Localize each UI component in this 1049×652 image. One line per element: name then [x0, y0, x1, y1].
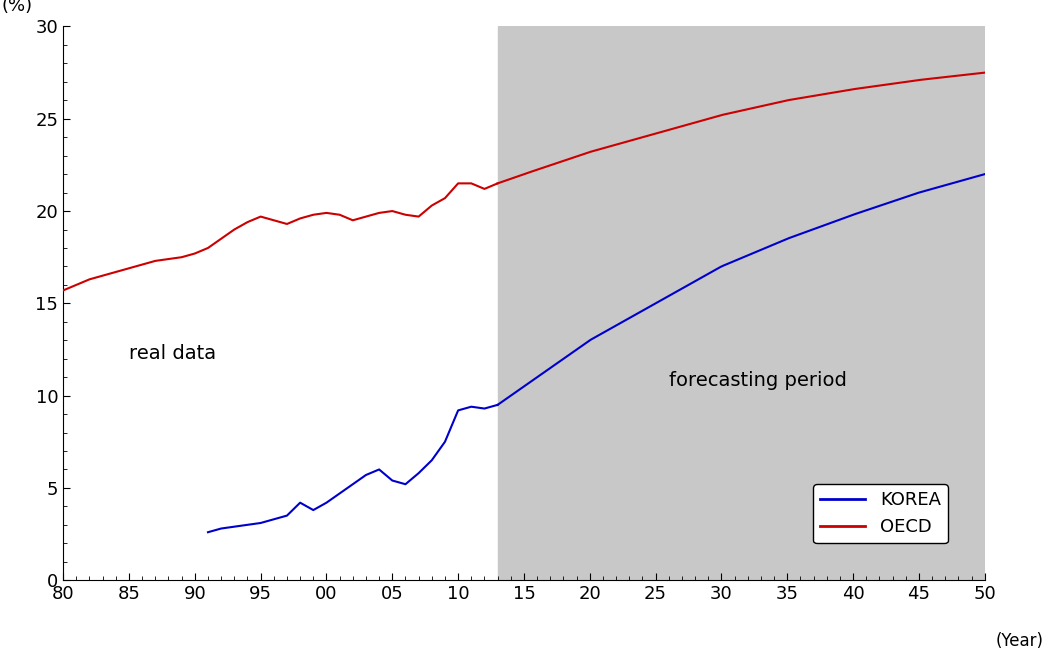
- Legend: KOREA, OECD: KOREA, OECD: [813, 484, 948, 544]
- Text: forecasting period: forecasting period: [669, 372, 847, 391]
- Y-axis label: (%): (%): [1, 0, 33, 16]
- Bar: [497, 27, 985, 580]
- Text: (Year): (Year): [996, 632, 1044, 650]
- Text: real data: real data: [129, 344, 216, 363]
